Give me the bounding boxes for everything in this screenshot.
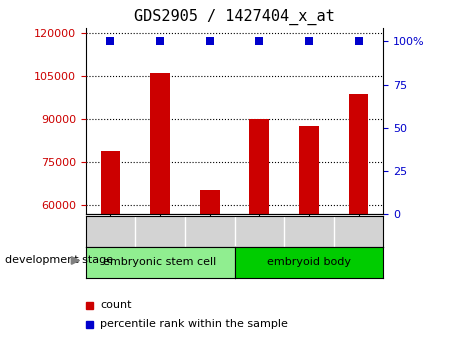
Bar — [249, 119, 269, 214]
Text: percentile rank within the sample: percentile rank within the sample — [100, 319, 288, 329]
Text: embryoid body: embryoid body — [267, 257, 351, 267]
Text: count: count — [100, 300, 132, 310]
Bar — [101, 151, 120, 214]
Bar — [86, 321, 92, 328]
Text: embryonic stem cell: embryonic stem cell — [103, 257, 217, 267]
Bar — [150, 73, 170, 214]
Bar — [299, 127, 319, 214]
Bar — [200, 189, 220, 214]
Text: GDS2905 / 1427404_x_at: GDS2905 / 1427404_x_at — [134, 9, 335, 25]
Bar — [86, 302, 92, 309]
Text: development stage: development stage — [5, 256, 113, 265]
Bar — [349, 93, 368, 214]
